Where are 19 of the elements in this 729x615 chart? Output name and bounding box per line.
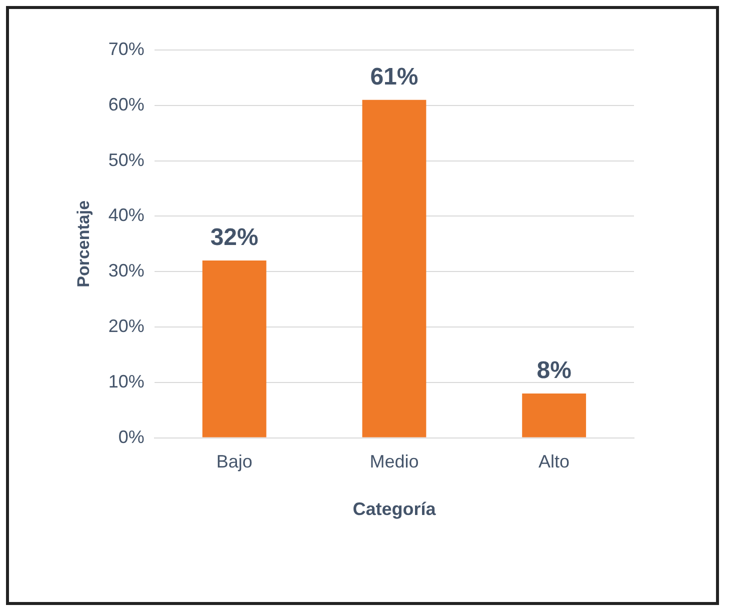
bar: [362, 100, 426, 438]
y-tick-label: 0%: [118, 426, 144, 447]
x-tick-label: Medio: [370, 452, 419, 472]
y-tick-label: 50%: [108, 150, 144, 170]
y-tick-label: 60%: [108, 94, 144, 114]
x-tick-label: Bajo: [216, 452, 252, 472]
data-label: 32%: [210, 224, 258, 252]
bar: [522, 393, 586, 438]
data-label: 61%: [370, 63, 418, 90]
x-tick-label: Alto: [538, 452, 570, 472]
y-tick-label: 30%: [108, 260, 144, 281]
y-tick-label: 40%: [108, 205, 144, 226]
y-tick-label: 70%: [108, 38, 144, 59]
data-label: 8%: [536, 357, 572, 384]
y-tick-label: 20%: [108, 316, 144, 336]
y-axis-title: Porcentaje: [74, 200, 93, 288]
y-tick-label: 10%: [108, 371, 144, 392]
bar: [202, 260, 266, 438]
x-axis-title: Categoría: [352, 499, 437, 520]
